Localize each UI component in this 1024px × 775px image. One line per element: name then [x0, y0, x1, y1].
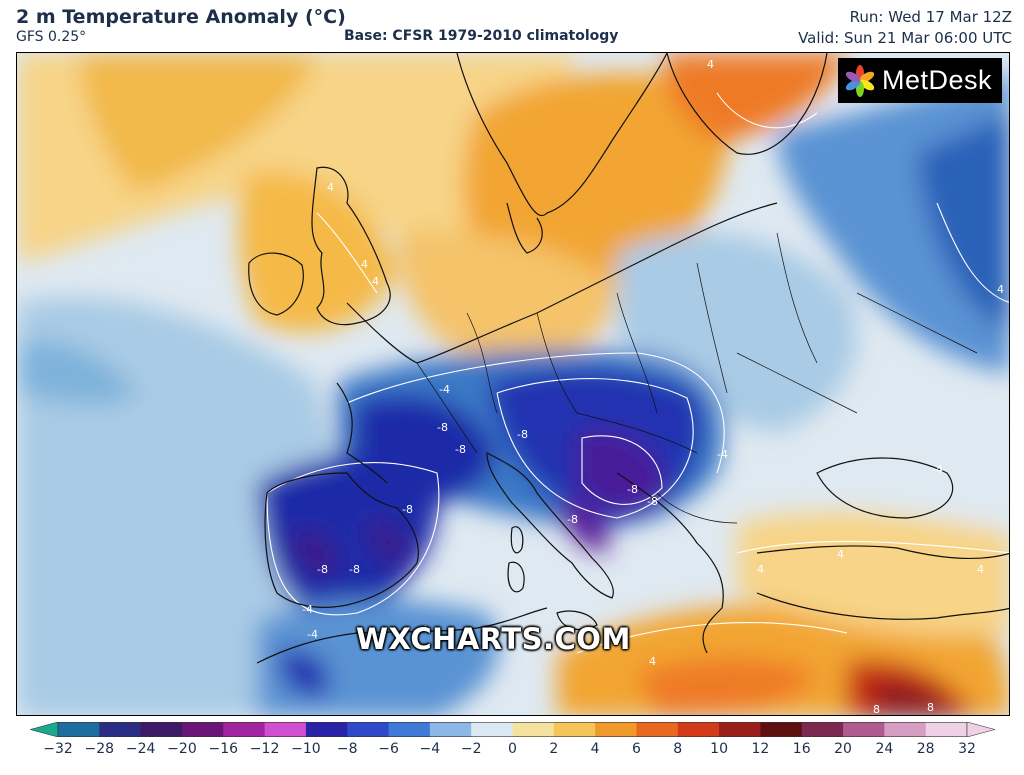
contour-label: -8	[402, 503, 413, 516]
contour-label: 4	[757, 563, 764, 576]
colorbar-tick-label: 2	[549, 741, 559, 757]
valid-time-label: Valid: Sun 21 Mar 06:00 UTC	[798, 29, 1012, 47]
colorbar-tick-label: 32	[958, 741, 976, 757]
colorbar-segment	[140, 722, 183, 737]
colorbar-min-arrow	[30, 722, 59, 737]
colorbar-segment	[636, 722, 679, 737]
colorbar-segment	[595, 722, 637, 737]
colorbar-tick-label: 6	[631, 741, 641, 757]
colorbar-segment	[884, 722, 927, 737]
contour-label: -8	[517, 428, 528, 441]
colorbar-segment	[429, 722, 472, 737]
colorbar-segment	[181, 722, 224, 737]
contour-label: 4	[649, 655, 656, 668]
map-canvas: 4 4 4 -4 -8 -8 -8 -8 -8 -4 -8 -8 -4 -4 4…	[17, 53, 1009, 716]
contour-label: -4	[302, 603, 313, 616]
colorbar-segment	[512, 722, 555, 737]
colorbar-tick-label: 10	[710, 741, 728, 757]
coastlines	[248, 53, 1009, 664]
colorbar-segment	[305, 722, 348, 737]
colorbar-tick-label: −28	[84, 741, 115, 757]
colorbar-tick-label: −10	[291, 741, 321, 757]
colorbar-max-arrow	[966, 722, 995, 737]
contour-label: -8	[455, 443, 466, 456]
colorbar-tick-label: −20	[167, 741, 197, 757]
colorbar-segment	[925, 722, 968, 737]
wxcharts-watermark: WXCHARTS.COM	[356, 622, 631, 656]
metdesk-logo: MetDesk	[838, 58, 1002, 103]
colorbar-segment	[388, 722, 431, 737]
contour-label: -4	[932, 463, 943, 476]
colorbar-segment	[719, 722, 761, 737]
colorbar-tick-label: −16	[208, 741, 239, 757]
colorbar-segment	[471, 722, 513, 737]
contour-label: -8	[437, 421, 448, 434]
contour-label: 4	[372, 275, 379, 288]
model-label: GFS 0.25°	[16, 29, 87, 45]
colorbar-tick-label: −24	[125, 741, 156, 757]
contour-label: 8	[873, 703, 880, 716]
contour-label: 4	[361, 258, 368, 271]
colorbar-segment	[801, 722, 844, 737]
colorbar-tick-label: −4	[419, 741, 441, 757]
colorbar-segment	[843, 722, 885, 737]
contour-label: -8	[647, 495, 658, 508]
colorbar-tick-label: −8	[336, 741, 358, 757]
contour-label: 4	[707, 58, 714, 71]
contour-label: 4	[327, 181, 334, 194]
colorbar-segment	[223, 722, 266, 737]
metdesk-flower-icon	[845, 64, 875, 97]
contour-label: 8	[927, 701, 934, 714]
colorbar-segment	[99, 722, 142, 737]
contour-label: -8	[317, 563, 328, 576]
colorbar-segment	[677, 722, 720, 737]
colorbar-tick-label: 20	[834, 741, 852, 757]
colorbar-tick-label: 0	[508, 741, 517, 757]
contour-label: -4	[417, 623, 428, 636]
colorbar-tick-labels: −32 −28 −24 −20 −16 −12 −10 −8 −6 −4 −2 0 2 4 6 8 10 12 16…	[0, 739, 1024, 769]
contour-label: 4	[837, 548, 844, 561]
contour-label: -4	[307, 628, 318, 641]
contour-label: 4	[977, 563, 984, 576]
colorbar-tick-label: 12	[751, 741, 770, 757]
colorbar-tick-label: 24	[875, 741, 894, 757]
colorbar-tick-label: −2	[460, 741, 482, 757]
colorbar-segment	[58, 722, 100, 737]
contour-label: -8	[349, 563, 360, 576]
map-title: 2 m Temperature Anomaly (°C)	[16, 6, 346, 28]
colorbar-segment	[347, 722, 390, 737]
colorbar-tick-label: 16	[792, 741, 811, 757]
contour-label-group: 4 4 4 -4 -8 -8 -8 -8 -8 -4 -8 -8 -4 -4 4…	[302, 58, 1004, 716]
run-time-label: Run: Wed 17 Mar 12Z	[849, 8, 1012, 26]
colorbar-segment	[553, 722, 596, 737]
contour-label: -4	[717, 448, 728, 461]
colorbar	[30, 722, 995, 737]
colorbar-tick-label: 28	[916, 741, 935, 757]
colorbar-tick-label: −32	[43, 741, 73, 757]
colorbar-tick-label: 4	[590, 741, 600, 757]
colorbar-tick-label: −12	[249, 741, 280, 757]
colorbar-segment	[760, 722, 803, 737]
colorbar-tick-label: −6	[378, 741, 399, 757]
contour-label: -8	[567, 513, 578, 526]
metdesk-logo-text: MetDesk	[882, 65, 993, 95]
colorbar-segment	[264, 722, 307, 737]
anomaly-map: 4 4 4 -4 -8 -8 -8 -8 -8 -4 -8 -8 -4 -4 4…	[16, 52, 1010, 716]
contour-label: -8	[627, 483, 638, 496]
contour-label: -4	[439, 383, 450, 396]
climatology-base-label: Base: CFSR 1979-2010 climatology	[344, 28, 619, 44]
contour-label: 4	[997, 283, 1004, 296]
colorbar-tick-label: 8	[673, 741, 683, 757]
